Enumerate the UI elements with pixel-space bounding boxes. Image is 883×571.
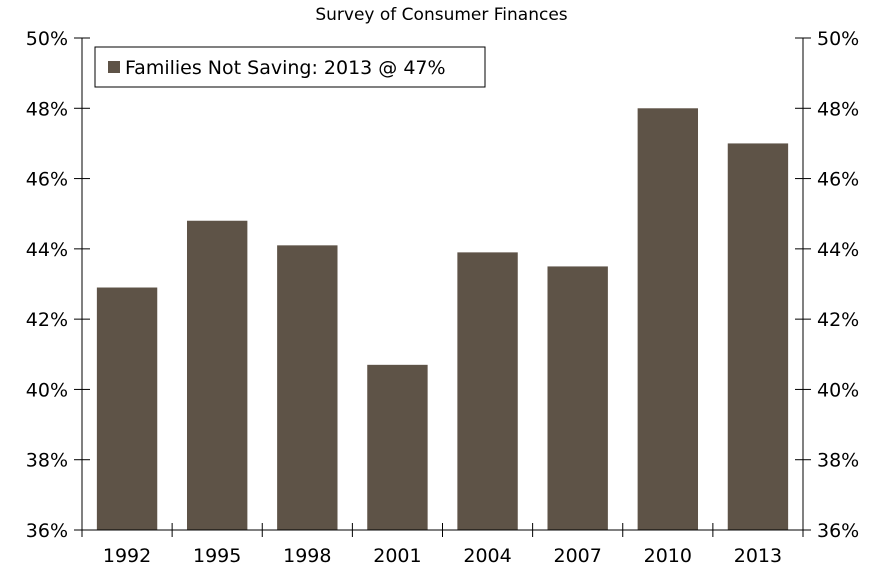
y-tick-label-left: 40% — [26, 379, 68, 401]
x-tick-label-2013: 2013 — [734, 545, 782, 567]
bar-1992 — [96, 287, 158, 530]
y-tick-label-right: 36% — [817, 520, 859, 542]
y-tick-label-left: 46% — [26, 169, 68, 191]
y-tick-label-right: 40% — [817, 379, 859, 401]
bar-2004 — [457, 252, 518, 530]
chart-subtitle: Survey of Consumer Finances — [315, 5, 568, 25]
axes-layer: 36% 36% 38% 38% 40% 40% 42% 42% 44% 44% 46% 46% 48% 4… — [26, 28, 859, 567]
y-tick-label-left: 50% — [26, 28, 68, 50]
y-tick-label-left: 48% — [26, 98, 68, 120]
x-tick-label-2001: 2001 — [373, 545, 421, 567]
y-tick-label-left: 42% — [26, 309, 68, 331]
x-tick-label-1995: 1995 — [193, 545, 241, 567]
legend-label: Families Not Saving: 2013 @ 47% — [125, 57, 446, 79]
x-tick-label-2010: 2010 — [644, 545, 692, 567]
y-tick-label-right: 44% — [817, 239, 859, 261]
bars-layer — [96, 108, 789, 531]
y-tick-label-left: 38% — [26, 450, 68, 472]
y-tick-label-right: 50% — [817, 28, 859, 50]
x-tick-label-2004: 2004 — [463, 545, 511, 567]
bar-2007 — [547, 266, 608, 530]
y-tick-label-left: 36% — [26, 520, 68, 542]
bar-2010 — [637, 108, 699, 531]
y-tick-label-left: 44% — [26, 239, 68, 261]
y-tick-label-right: 48% — [817, 98, 859, 120]
bar-2001 — [367, 364, 428, 530]
y-tick-label-right: 38% — [817, 450, 859, 472]
legend: Families Not Saving: 2013 @ 47% — [94, 46, 486, 88]
legend-box — [94, 46, 486, 88]
x-tick-label-1998: 1998 — [283, 545, 331, 567]
y-tick-label-right: 46% — [817, 169, 859, 191]
bar-1998 — [277, 245, 338, 531]
bar-1995 — [186, 220, 248, 530]
y-tick-label-right: 42% — [817, 309, 859, 331]
x-tick-label-1992: 1992 — [103, 545, 151, 567]
bar-2013 — [727, 143, 789, 530]
x-tick-label-2007: 2007 — [554, 545, 602, 567]
legend-swatch — [108, 61, 120, 73]
